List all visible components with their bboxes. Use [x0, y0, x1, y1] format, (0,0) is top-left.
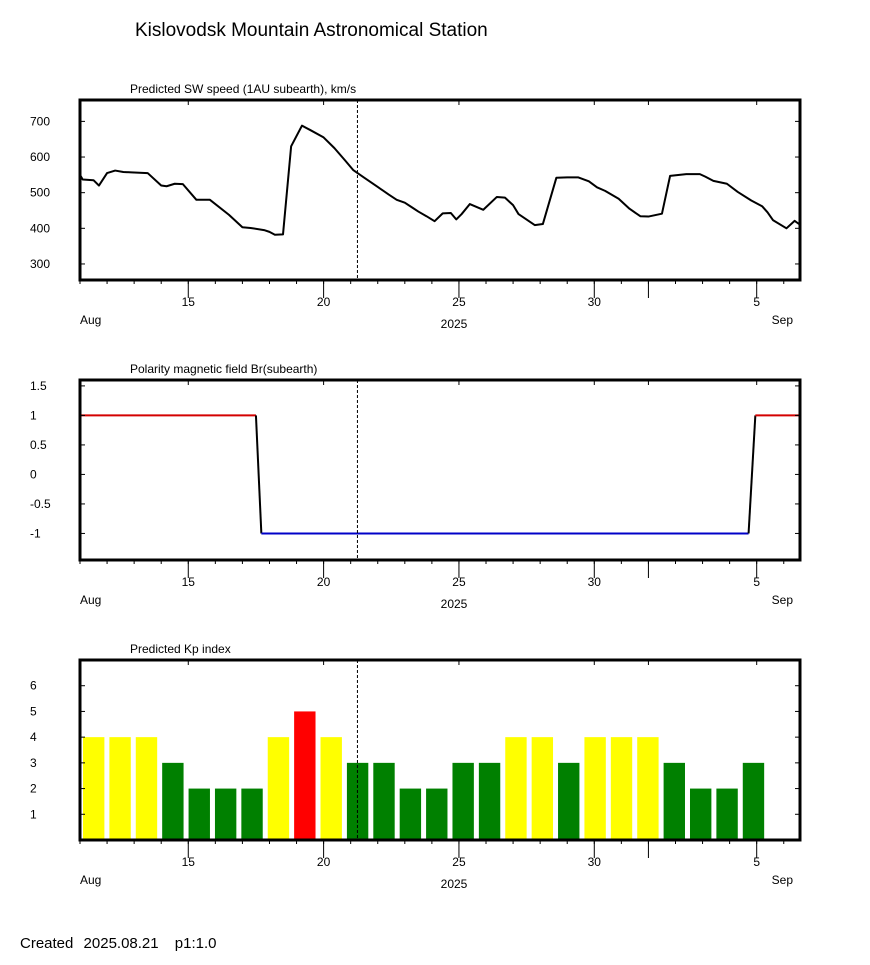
- x-month-label: Sep: [772, 593, 794, 607]
- kp-bar: [637, 737, 659, 840]
- x-month-label: Aug: [80, 873, 101, 887]
- y-tick-label: -0.5: [30, 497, 51, 511]
- footer-page: p1:1.0: [174, 935, 217, 952]
- x-tick-label: 25: [452, 295, 466, 309]
- kp-bar: [109, 737, 131, 840]
- sw-speed-line: [79, 124, 801, 236]
- kp-bar: [584, 737, 606, 840]
- x-axis-label: 2025: [441, 317, 468, 331]
- y-tick-label: -1: [30, 526, 41, 540]
- kp-bar: [478, 762, 501, 840]
- x-tick-label: 30: [588, 295, 602, 309]
- page-title: Kislovodsk Mountain Astronomical Station: [135, 20, 488, 41]
- y-tick-label: 1: [30, 807, 37, 821]
- x-axis-label: 2025: [441, 877, 468, 891]
- x-tick-label: 15: [182, 855, 196, 869]
- plot-frame: [78, 658, 802, 842]
- y-tick-label: 4: [30, 730, 37, 744]
- y-tick-label: 700: [30, 114, 50, 128]
- y-tick-label: 500: [30, 186, 50, 200]
- kp-bar: [373, 762, 395, 840]
- kp-bar: [188, 788, 210, 840]
- kp-bar: [716, 788, 738, 840]
- y-tick-label: 1: [30, 408, 37, 422]
- footer-date: 2025.08.21: [83, 935, 159, 952]
- polarity-chart: Polarity magnetic field Br(subearth) -1 -0…: [30, 362, 802, 611]
- x-tick-label: 20: [317, 295, 331, 309]
- kp-bar: [452, 762, 474, 840]
- x-tick-label: 15: [182, 575, 196, 589]
- plot-frame: [78, 378, 802, 562]
- y-tick-label: 300: [30, 257, 50, 271]
- chart-title: Polarity magnetic field Br(subearth): [130, 362, 317, 376]
- x-tick-label: 15: [182, 295, 196, 309]
- x-month-label: Aug: [80, 313, 101, 327]
- y-tick-label: 6: [30, 679, 37, 693]
- kp-bar: [135, 737, 158, 840]
- x-month-label: Sep: [772, 313, 794, 327]
- x-tick-label: 30: [588, 855, 602, 869]
- x-month-label: Sep: [772, 873, 794, 887]
- chart-title: Predicted SW speed (1AU subearth), km/s: [130, 82, 356, 96]
- sw-speed-chart: Predicted SW speed (1AU subearth), km/s 3…: [30, 82, 802, 331]
- y-tick-label: 5: [30, 704, 37, 718]
- x-tick-label: 25: [452, 855, 466, 869]
- kp-bar: [689, 788, 712, 840]
- kp-bar: [241, 788, 263, 840]
- y-tick-label: 1.5: [30, 379, 47, 393]
- kp-bar: [426, 788, 448, 840]
- kp-bar: [83, 737, 105, 840]
- x-tick-label: 25: [452, 575, 466, 589]
- kp-bar: [663, 762, 685, 840]
- x-month-label: Aug: [80, 593, 101, 607]
- kp-bar: [162, 762, 184, 840]
- footer-created-label: Created: [20, 935, 74, 952]
- kp-bar: [558, 762, 580, 840]
- y-tick-label: 400: [30, 221, 50, 235]
- y-tick-label: 0: [30, 467, 37, 481]
- x-tick-label: 5: [753, 295, 760, 309]
- polarity-transition-line: [254, 415, 263, 534]
- x-tick-label: 5: [753, 575, 760, 589]
- kp-bar: [267, 737, 290, 840]
- footer: Created 2025.08.21 p1:1.0: [20, 935, 223, 952]
- x-tick-label: 20: [317, 855, 331, 869]
- y-tick-label: 3: [30, 756, 37, 770]
- kp-bar: [320, 737, 342, 840]
- kp-bar: [505, 737, 527, 840]
- polarity-transition-line: [747, 415, 757, 534]
- kp-bar: [399, 788, 422, 840]
- y-tick-label: 0.5: [30, 438, 47, 452]
- x-tick-label: 20: [317, 575, 331, 589]
- x-tick-label: 5: [753, 855, 760, 869]
- kp-bar: [610, 737, 633, 840]
- kp-bar: [294, 711, 316, 840]
- kp-bar: [214, 788, 237, 840]
- plot-frame: [78, 98, 802, 282]
- chart-title: Predicted Kp index: [130, 642, 231, 656]
- x-tick-label: 30: [588, 575, 602, 589]
- kp-bar: [742, 762, 765, 840]
- kp-bar: [531, 737, 554, 840]
- y-tick-label: 2: [30, 782, 37, 796]
- x-axis-label: 2025: [441, 597, 468, 611]
- y-tick-label: 600: [30, 150, 50, 164]
